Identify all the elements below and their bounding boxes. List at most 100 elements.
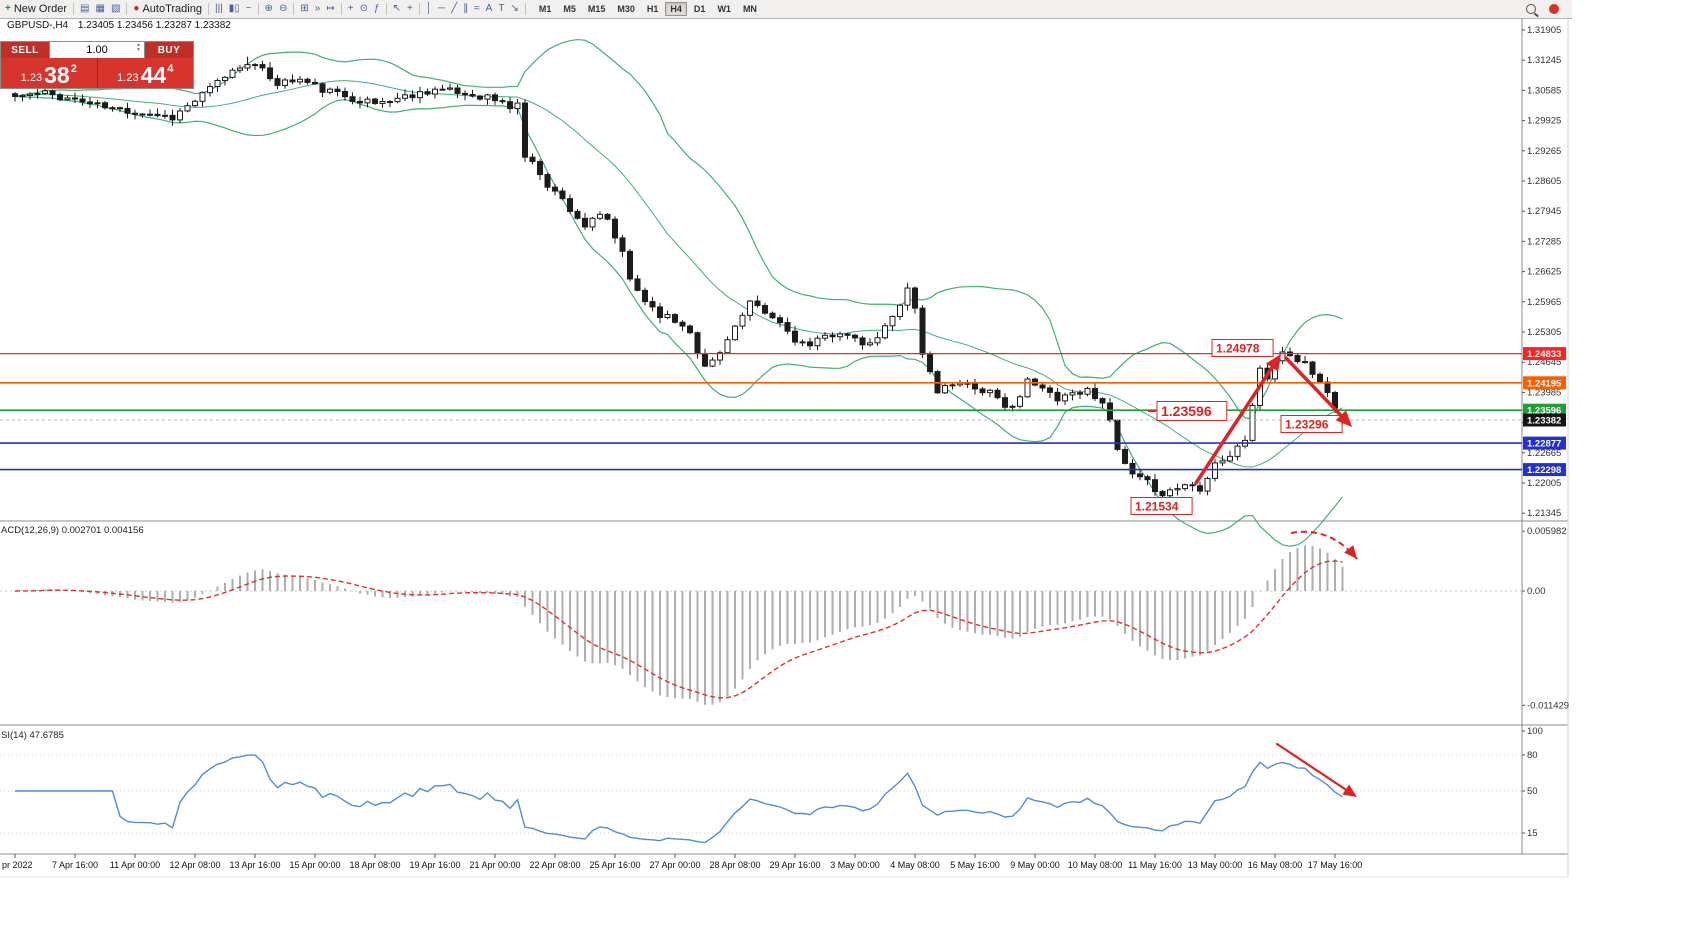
svg-text:1.23382: 1.23382 [1527, 415, 1561, 426]
sell-price-button[interactable]: 1.23 38 2 [1, 58, 98, 88]
trade-panel-header: SELL 1.00 ▲ ▼ BUY [1, 42, 193, 58]
svg-text:7 Apr 16:00: 7 Apr 16:00 [52, 860, 98, 870]
auto-scroll-icon: » [314, 3, 321, 14]
toolbar-buttons: + New Order ▤ ▦ ▧ ● AutoTrading ||| ▮▯ ~ ⊕ ⊖ ⊞» ↦ + ⊙ ƒ ↖… [2, 0, 529, 18]
price-annotation-label[interactable]: 1.24978 [1211, 339, 1274, 357]
price-annotation-label[interactable]: 1.23296 [1280, 415, 1343, 433]
svg-text:50: 50 [1527, 786, 1538, 797]
timeframe-m5-button[interactable]: M5 [563, 4, 576, 14]
svg-text:1.23985: 1.23985 [1527, 387, 1561, 398]
bar-chart-button[interactable]: ||| [212, 2, 226, 17]
price-tag-1.24833: 1.24833 [1523, 347, 1566, 361]
top-toolbar: + New Order ▤ ▦ ▧ ● AutoTrading ||| ▮▯ ~ ⊕ ⊖ ⊞» ↦ + ⊙ ƒ ↖… [0, 0, 1572, 19]
fibonacci-button[interactable]: ≈ [471, 2, 483, 17]
svg-text:15: 15 [1527, 828, 1538, 839]
price-tag-1.24195: 1.24195 [1523, 376, 1566, 390]
arrows-tool-button[interactable]: ↘ [507, 2, 521, 17]
text-label-button[interactable]: T [495, 2, 507, 17]
new-order-icon: + [5, 3, 11, 14]
svg-text:22 Apr 08:00: 22 Apr 08:00 [529, 860, 580, 870]
rsi-forecast-arrow[interactable] [1275, 742, 1357, 797]
chart-shift-button[interactable]: ↦ [323, 2, 337, 17]
vertical-line-icon: │ [425, 3, 433, 14]
svg-text:1.26625: 1.26625 [1527, 267, 1561, 278]
macd-forecast-arrow[interactable] [1290, 530, 1358, 560]
volume-up-button[interactable]: ▲ [136, 42, 141, 48]
svg-text:1.27945: 1.27945 [1527, 206, 1561, 217]
svg-text:10 May 08:00: 10 May 08:00 [1068, 860, 1123, 870]
auto-scroll-button[interactable]: » [312, 2, 324, 17]
toolbar-separator [73, 3, 75, 15]
new-chart-button[interactable]: + [345, 2, 357, 17]
svg-text:27 Apr 00:00: 27 Apr 00:00 [649, 860, 700, 870]
crosshair-button[interactable]: + [404, 2, 416, 17]
candlestick-chart-icon: ▮▯ [228, 3, 240, 14]
svg-text:1.31905: 1.31905 [1527, 25, 1561, 36]
zoom-in-icon: ⊕ [264, 3, 274, 14]
price-annotation-label[interactable]: 1.21534 [1130, 497, 1193, 515]
toolbar-separator [207, 3, 209, 15]
trend-down-arrow[interactable] [1284, 356, 1352, 427]
timeframe-m30-button[interactable]: M30 [617, 4, 635, 14]
search-icon [1526, 4, 1536, 14]
timeframe-mn-button[interactable]: MN [742, 4, 757, 14]
candlestick-chart-button[interactable]: ▮▯ [226, 2, 243, 17]
svg-text:21 Apr 00:00: 21 Apr 00:00 [469, 860, 520, 870]
search-button[interactable] [1523, 2, 1539, 17]
price-axis: 0.005982 0.00 -0.011429 100 80 50 15 1.31905 1.3… [1522, 25, 1569, 839]
text-button[interactable]: A [483, 2, 496, 17]
new-order-button[interactable]: + New Order [2, 2, 70, 17]
autotrading-label: AutoTrading [142, 3, 202, 15]
autotrading-button[interactable]: ● AutoTrading [130, 2, 205, 17]
volume-input[interactable]: 1.00 ▲ ▼ [49, 42, 145, 58]
timeframe-h4-button[interactable]: H4 [665, 2, 687, 16]
svg-text:1.29265: 1.29265 [1527, 146, 1561, 157]
chart-title: GBPUSD-,H4 1.23405 1.23456 1.23287 1.233… [7, 20, 231, 31]
toolbar-separator [385, 3, 387, 15]
equidistant-channel-button[interactable]: ∥ [460, 2, 471, 17]
price-annotation-label[interactable]: 1.23596 [1148, 401, 1228, 421]
timeframe-h1-button[interactable]: H1 [646, 4, 659, 14]
fibonacci-icon: ≈ [474, 3, 480, 14]
sell-button[interactable]: SELL [1, 42, 49, 58]
indicators-button[interactable]: ƒ [371, 2, 383, 17]
volume-spinner: ▲ ▼ [134, 43, 143, 53]
timeframe-toolbar: M1 M5 M15 M30 H1 H4 D1 W1 MN [533, 2, 763, 16]
market-watch-button[interactable]: ▤ [77, 2, 92, 17]
timeframe-d1-button[interactable]: D1 [693, 4, 706, 14]
tile-windows-button[interactable]: ⊞ [297, 2, 311, 17]
horizontal-levels[interactable] [0, 352, 1522, 471]
navigator-button[interactable]: ▧ [108, 2, 123, 17]
svg-text:pr 2022: pr 2022 [2, 860, 33, 870]
toolbar-separator [340, 3, 342, 15]
vertical-line-button[interactable]: │ [423, 2, 435, 17]
text-label-icon: T [498, 3, 505, 14]
zoom-out-button[interactable]: ⊖ [276, 2, 290, 17]
trend-up-arrow[interactable] [1194, 354, 1281, 485]
timeframe-m15-button[interactable]: M15 [587, 4, 606, 14]
macd-indicator: ACD(12,26,9) 0.002701 0.004156 [0, 525, 1522, 705]
notification-button[interactable] [1546, 2, 1562, 17]
svg-text:1.21345: 1.21345 [1527, 508, 1561, 519]
svg-text:4 May 08:00: 4 May 08:00 [890, 860, 940, 870]
buy-button[interactable]: BUY [145, 42, 193, 58]
svg-text:0.005982: 0.005982 [1527, 526, 1567, 537]
line-chart-button[interactable]: ~ [243, 2, 255, 17]
period-button[interactable]: ⊙ [357, 2, 371, 17]
buy-price-pips: 44 [140, 62, 167, 88]
volume-down-button[interactable]: ▼ [136, 47, 141, 53]
data-window-button[interactable]: ▦ [92, 2, 107, 17]
trendline-button[interactable]: ╱ [448, 2, 460, 17]
timeframe-m1-button[interactable]: M1 [538, 4, 552, 14]
timeframe-w1-button[interactable]: W1 [717, 4, 731, 14]
autotrading-icon: ● [133, 3, 140, 14]
zoom-in-button[interactable]: ⊕ [262, 2, 276, 17]
buy-price-button[interactable]: 1.23 44 4 [97, 58, 193, 88]
sell-price-pips: 38 [44, 62, 70, 88]
notification-icon [1549, 4, 1559, 14]
chart-annotations[interactable]: 1.24978 1.23596 1.23296 1.21534 [1130, 339, 1358, 798]
price-tag-1.23596: 1.23596 [1523, 403, 1566, 417]
horizontal-line-button[interactable]: ─ [435, 2, 448, 17]
cursor-button[interactable]: ↖ [390, 2, 404, 17]
